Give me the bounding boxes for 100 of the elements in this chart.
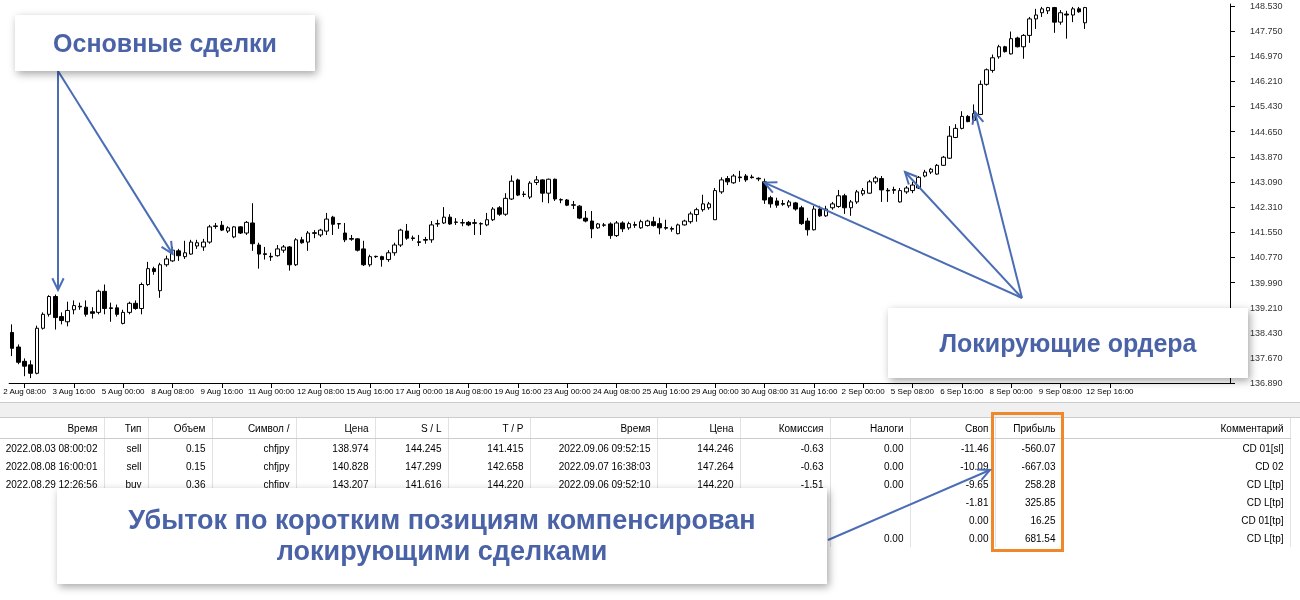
candlestick (454, 217, 458, 226)
candlestick (781, 199, 785, 207)
candlestick (590, 210, 594, 239)
text: -1.51 (800, 478, 824, 490)
y-tick-label: 136.890 (1250, 378, 1283, 388)
candlestick (886, 187, 890, 203)
candlestick (701, 194, 705, 213)
y-tick-label: 137.670 (1250, 352, 1283, 363)
candlestick (10, 323, 14, 357)
text: 16.25 (1030, 514, 1056, 526)
candlestick (183, 240, 187, 260)
text: 0.00 (884, 478, 904, 490)
candlestick (929, 167, 933, 175)
candlestick (294, 237, 298, 267)
candlestick (343, 222, 347, 243)
text: CD L[tp] (1246, 496, 1284, 508)
x-tick-label: 2 Sep 00:00 (841, 386, 886, 396)
x-tick-label: 18 Aug 08:00 (444, 386, 493, 396)
category-label: Тип (104, 418, 148, 439)
candlestick (195, 239, 199, 250)
candlestick (35, 325, 39, 375)
candlestick (78, 302, 82, 311)
candlestick (713, 187, 717, 221)
candlestick (775, 197, 779, 209)
x-tick-label: 29 Aug 00:00 (691, 386, 740, 396)
x-tick-label: 9 Aug 16:00 (200, 386, 244, 396)
y-tick-label: 148.530 (1250, 0, 1283, 11)
candlestick (738, 170, 742, 183)
category-label: Налоги (830, 418, 910, 439)
candlestick (861, 187, 865, 197)
candlestick (417, 234, 421, 247)
candlestick (405, 223, 409, 241)
text: -11.46 (960, 442, 989, 454)
text: 143.207 (332, 478, 369, 490)
x-tick-label: 2 Aug 08:00 (3, 386, 47, 396)
candlestick (627, 221, 631, 231)
category-label: Цена (296, 418, 375, 439)
text: 2022.09.06 09:52:10 (558, 478, 651, 490)
candlestick (41, 311, 45, 331)
candlestick (84, 299, 88, 318)
y-tick-label: 139.210 (1250, 302, 1283, 313)
category-label: Цена (657, 418, 740, 439)
text: 2022.08.08 16:00:01 (5, 460, 98, 472)
candlestick (331, 215, 335, 236)
text: CD 02 (1255, 460, 1284, 472)
text: 142.658 (487, 460, 524, 472)
candlestick (633, 221, 637, 229)
text: 144.220 (487, 478, 524, 490)
text: 147.264 (697, 460, 734, 472)
candlestick (528, 180, 532, 200)
text: 2022.08.29 12:26:56 (5, 478, 98, 490)
candlestick (707, 201, 711, 211)
x-tick-label: 25 Aug 16:00 (642, 386, 690, 396)
candlestick (559, 197, 563, 204)
y-tick-label: 146.210 (1250, 76, 1283, 87)
x-tick-label: 11 Aug 00:00 (247, 386, 296, 396)
candlestick (892, 186, 896, 195)
y-tick-label: 146.970 (1250, 51, 1283, 62)
category-label: T / P (448, 418, 530, 439)
y-tick-label: 143.090 (1250, 177, 1283, 188)
text: -667.03 (1021, 460, 1056, 472)
candlestick (1009, 31, 1013, 56)
candlestick (664, 219, 668, 231)
candlestick (812, 205, 816, 231)
y-tick-label: 143.870 (1250, 151, 1283, 162)
text: 2022.09.06 09:52:15 (558, 442, 651, 454)
category-label: Своп (910, 418, 995, 439)
y-tick-label: 139.990 (1250, 277, 1283, 288)
category-label: Время (530, 418, 657, 439)
text: 141.415 (487, 442, 524, 454)
candlestick (226, 225, 230, 234)
y-tick-label: 145.430 (1250, 101, 1283, 112)
candlestick (220, 220, 224, 232)
text: -0.63 (800, 460, 824, 472)
candlestick (855, 189, 859, 205)
candlestick (368, 254, 372, 268)
candlestick (146, 261, 150, 287)
x-tick-label: 5 Sep 08:00 (890, 386, 935, 396)
candlestick (966, 114, 970, 123)
candlestick (257, 242, 261, 270)
candlestick (1077, 6, 1081, 14)
text: -560.07 (1021, 442, 1056, 454)
candlestick (47, 294, 51, 318)
candlestick (1040, 6, 1044, 18)
x-tick-label: 30 Aug 08:00 (740, 386, 789, 396)
candlestick (380, 255, 384, 268)
text: CD L[tp] (1246, 478, 1284, 490)
x-tick-label: 24 Aug 08:00 (592, 386, 641, 396)
candlestick (923, 169, 927, 178)
text: 325.85 (1024, 496, 1056, 508)
candlestick (1003, 45, 1007, 54)
candlestick (565, 198, 569, 207)
text: 258.28 (1024, 478, 1056, 490)
text: buy (125, 478, 142, 490)
candlestick (516, 178, 520, 197)
candlestick (158, 262, 162, 299)
text: 0.00 (884, 532, 904, 544)
text: chfjpy (263, 442, 290, 454)
text: Убыток по коротким позициям компенсирован локирующими сделками (127, 505, 757, 567)
text: 147.299 (405, 460, 442, 472)
